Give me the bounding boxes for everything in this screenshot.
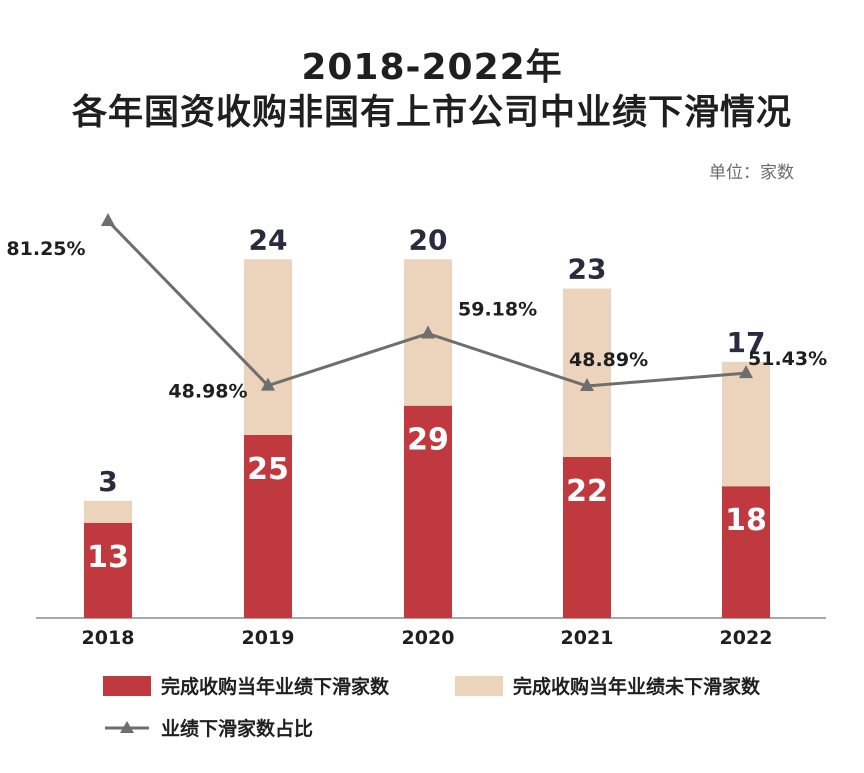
bar-label-declined-2019: 25 (247, 452, 289, 487)
x-tick-label-2019: 2019 (242, 627, 295, 649)
ratio-label-2022: 51.43% (748, 348, 827, 370)
ratio-marker-2019 (261, 377, 275, 391)
ratio-marker-2022 (739, 365, 753, 379)
bar-not-declined-2019 (244, 259, 292, 435)
chart-area: 1332018252420192920202022232021181720228… (6, 213, 827, 649)
bar-label-not-declined-2021: 23 (568, 253, 607, 286)
legend-label-ratio: 业绩下滑家数占比 (161, 718, 314, 740)
chart-title-line2: 各年国资收购非国有上市公司中业绩下滑情况 (71, 93, 792, 133)
legend-label-not-declined: 完成收购当年业绩未下滑家数 (513, 676, 761, 698)
x-tick-label-2018: 2018 (82, 627, 135, 649)
ratio-marker-2021 (580, 378, 594, 392)
bar-not-declined-2018 (84, 500, 132, 523)
x-tick-label-2020: 2020 (402, 627, 455, 649)
legend-item-ratio: 业绩下滑家数占比 (103, 714, 313, 741)
legend-item-declined: 完成收购当年业绩下滑家数 (103, 672, 389, 699)
bar-label-not-declined-2022: 17 (727, 326, 766, 359)
bar-not-declined-2022 (722, 361, 770, 487)
ratio-marker-2020 (421, 325, 435, 339)
bar-declined-2020 (404, 405, 452, 618)
bar-declined-2021 (563, 456, 611, 618)
chart-title-line1: 2018-2022年 (301, 47, 563, 88)
legend-item-not-declined: 完成收购当年业绩未下滑家数 (455, 672, 760, 699)
bar-label-declined-2022: 18 (725, 503, 767, 538)
bar-label-declined-2020: 29 (407, 423, 449, 458)
ratio-label-2021: 48.89% (569, 349, 648, 371)
ratio-label-2020: 59.18% (458, 299, 537, 321)
bar-label-not-declined-2018: 3 (98, 465, 117, 498)
bar-label-not-declined-2019: 24 (249, 223, 288, 256)
bar-label-not-declined-2020: 20 (409, 223, 448, 256)
bar-declined-2022 (722, 486, 770, 618)
unit-label: 单位：家数 (709, 163, 794, 183)
ratio-label-2019: 48.98% (168, 381, 247, 403)
legend-label-declined: 完成收购当年业绩下滑家数 (161, 676, 390, 698)
ratio-label-2018: 81.25% (6, 238, 85, 260)
legend-swatch-declined (103, 675, 151, 696)
legend-line-marker-icon (105, 720, 149, 733)
ratio-marker-2018 (101, 213, 115, 226)
bar-label-declined-2018: 13 (87, 540, 129, 575)
x-tick-label-2021: 2021 (561, 627, 614, 649)
legend-swatch-not-declined (455, 675, 503, 696)
bar-not-declined-2021 (563, 288, 611, 457)
bar-declined-2019 (244, 435, 292, 618)
bar-declined-2018 (84, 522, 132, 618)
bar-label-declined-2021: 22 (566, 474, 608, 509)
x-tick-label-2022: 2022 (720, 627, 773, 649)
